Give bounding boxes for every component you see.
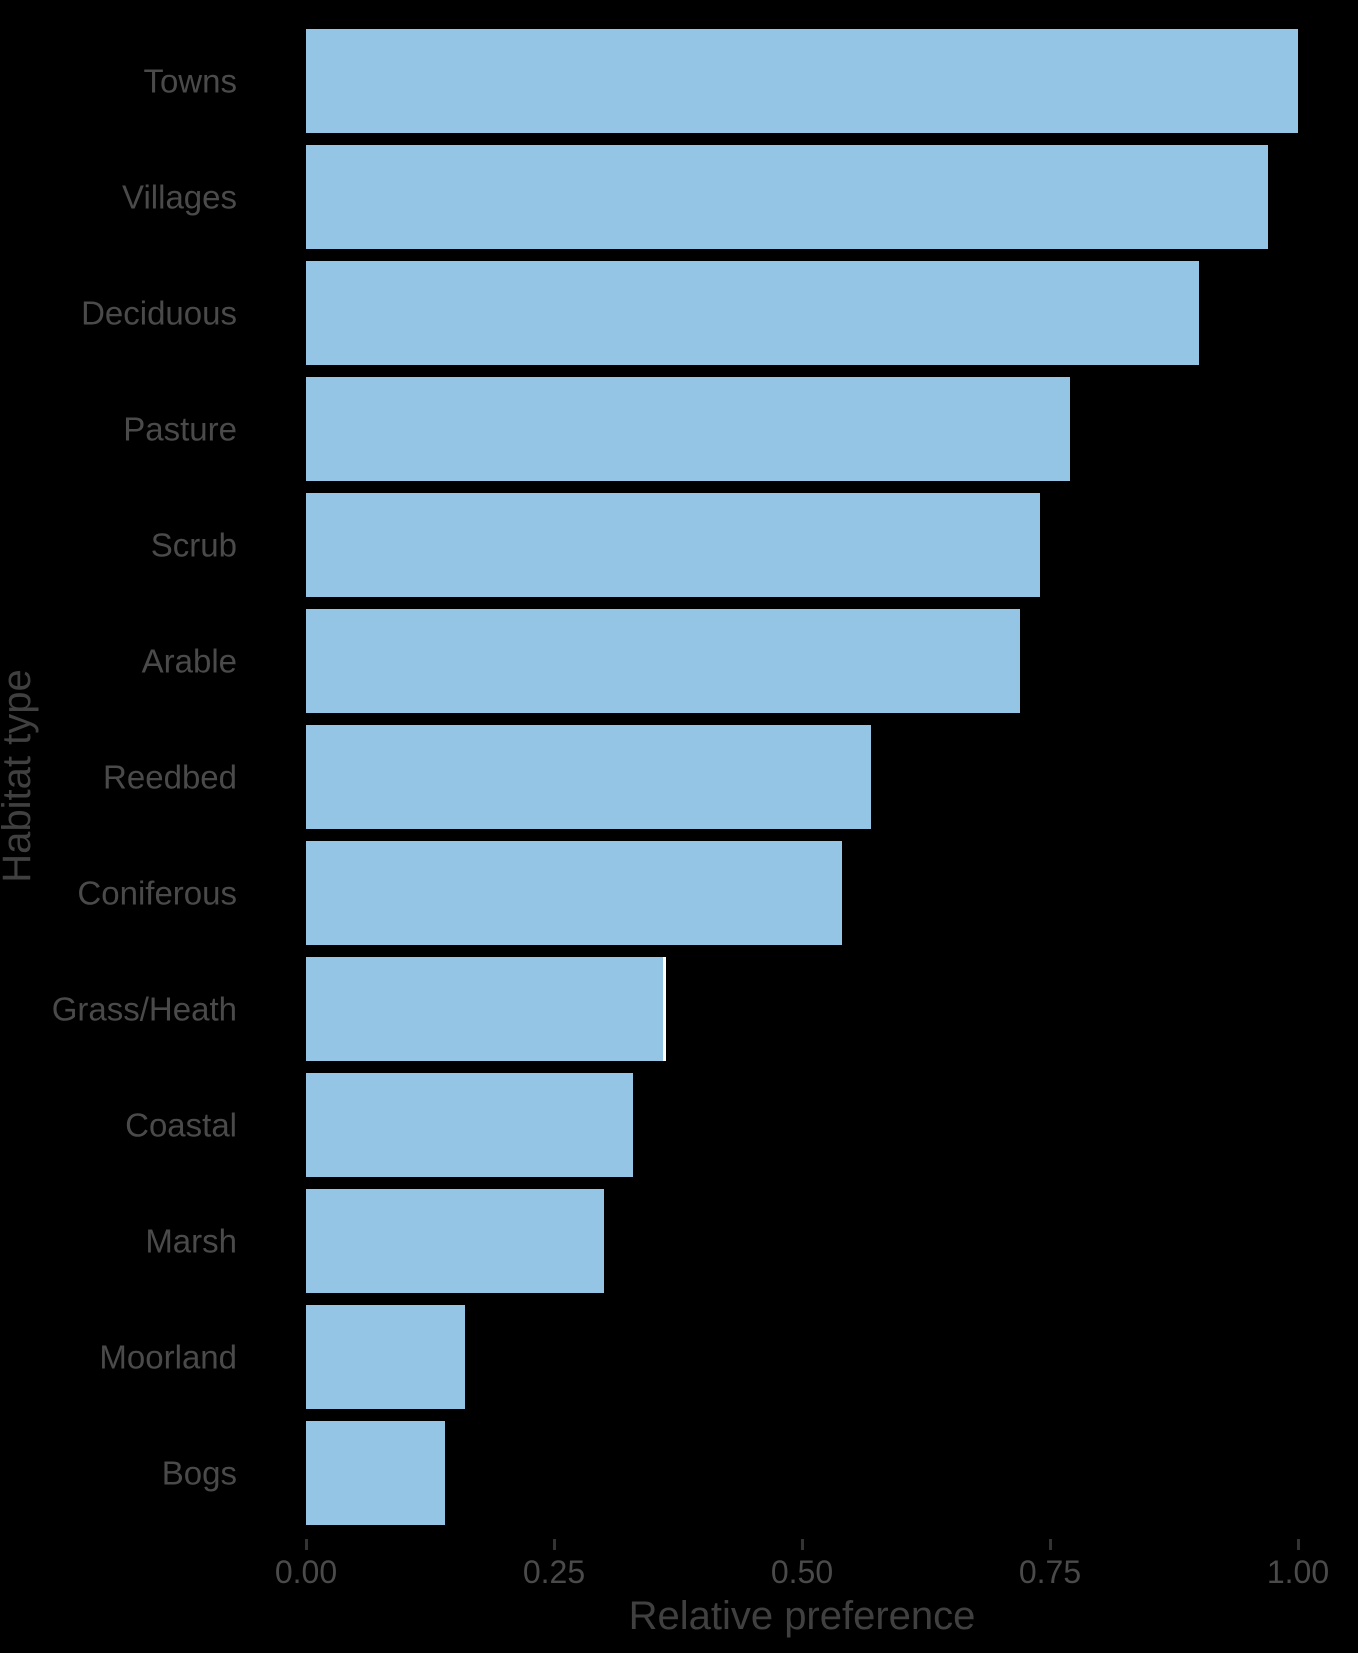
bar-grass-heath (306, 957, 663, 1061)
x-axis-tick-label: 0.25 (522, 1554, 586, 1590)
y-axis-label: Arable (141, 642, 237, 680)
x-axis-tick-mark (552, 1539, 556, 1550)
y-axis-label: Towns (143, 62, 237, 100)
bar-villages (306, 145, 1268, 249)
x-axis-tick-mark (800, 1539, 804, 1550)
x-axis-tick-label: 1.00 (1266, 1554, 1330, 1590)
bar-coastal (306, 1073, 633, 1177)
y-axis-label: Bogs (161, 1454, 237, 1492)
bar-reedbed (306, 725, 871, 829)
x-axis-tick-label: 0.00 (274, 1554, 338, 1590)
y-axis-label: Villages (122, 178, 237, 216)
x-axis-tick-label: 0.50 (770, 1554, 834, 1590)
bar-scrub (306, 493, 1040, 597)
bar-bogs (306, 1421, 445, 1525)
x-axis-tick-mark (1048, 1539, 1052, 1550)
x-axis-tick-mark (304, 1539, 308, 1550)
bar-pasture (306, 377, 1070, 481)
bar-deciduous (306, 261, 1199, 365)
y-axis-label: Reedbed (103, 758, 237, 796)
cursor-artifact-line (663, 957, 666, 1061)
y-axis-label: Coniferous (77, 874, 237, 912)
x-axis-title: Relative preference (628, 1594, 976, 1638)
x-axis-tick-label: 0.75 (1018, 1554, 1082, 1590)
y-axis-label: Pasture (123, 410, 237, 448)
x-axis-tick-mark (1296, 1539, 1300, 1550)
y-axis-label: Coastal (125, 1106, 237, 1144)
y-axis-label: Scrub (150, 526, 237, 564)
y-axis-label: Deciduous (81, 294, 237, 332)
y-axis-label: Marsh (145, 1222, 237, 1260)
y-axis-label: Moorland (99, 1338, 237, 1376)
bar-coniferous (306, 841, 842, 945)
bar-arable (306, 609, 1020, 713)
bar-moorland (306, 1305, 465, 1409)
y-axis-label: Grass/Heath (51, 990, 237, 1028)
bar-towns (306, 29, 1298, 133)
bar-marsh (306, 1189, 604, 1293)
